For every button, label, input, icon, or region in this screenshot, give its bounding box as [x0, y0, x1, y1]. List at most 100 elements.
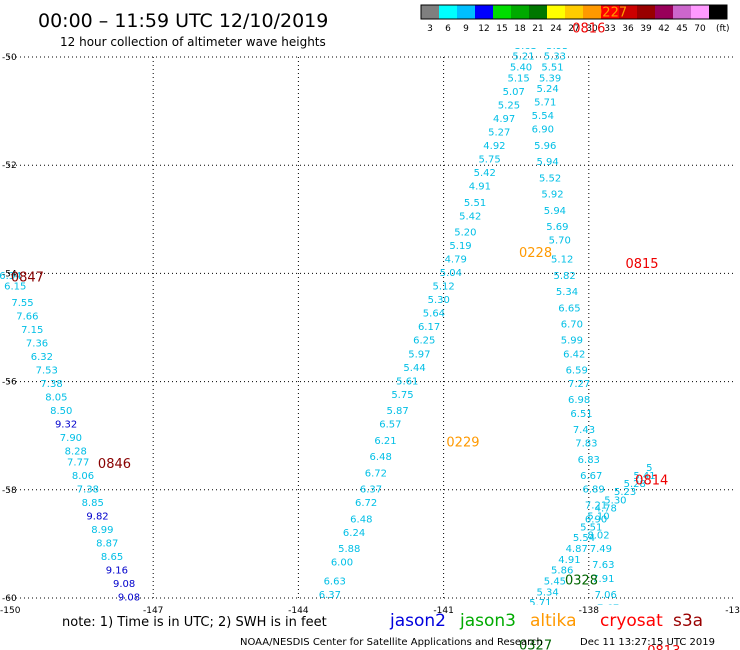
- legend-swatch: [619, 5, 637, 19]
- legend-unit: (ft): [716, 24, 730, 34]
- wave-height-value: 6.90: [585, 514, 607, 525]
- wave-height-value: 6.57: [379, 420, 401, 431]
- wave-height-value: 8.65: [101, 552, 123, 563]
- wave-height-value: 6.37: [360, 485, 382, 496]
- wave-height-value: 5.45: [544, 576, 566, 587]
- wave-height-value: 7.43: [573, 425, 595, 436]
- longitude-label: -13: [725, 606, 740, 616]
- legend-bin-label: 36: [622, 24, 634, 34]
- legend-swatch: [493, 5, 511, 19]
- footer-note: note: 1) Time is in UTC; 2) SWH is in fe…: [62, 615, 327, 630]
- wave-height-value: 7.55: [11, 298, 33, 309]
- wave-height-value: 9.32: [55, 420, 77, 431]
- wave-height-value: 7.06: [595, 590, 617, 601]
- legend-swatch: [565, 5, 583, 19]
- legend-bin-label: 12: [478, 24, 489, 34]
- wave-height-value: 5.94: [544, 206, 566, 217]
- wave-height-value: 5.94: [537, 157, 559, 168]
- legend-swatch: [673, 5, 691, 19]
- pass-time-label: 0327: [519, 638, 552, 650]
- color-scale-legend: 3 6 9 12 15 18 21 24 27 30 33 36 39 42 45 70: [420, 4, 728, 34]
- wave-height-value: 6.25: [413, 336, 435, 347]
- wave-height-value: 5.04: [440, 268, 462, 279]
- legend-swatch: [583, 5, 601, 19]
- wave-height-value: 7.67: [597, 604, 619, 615]
- wave-height-value: 6.34: [0, 271, 22, 282]
- wave-height-value: 5.25: [498, 100, 520, 111]
- wave-height-value: 4.92: [483, 141, 505, 152]
- wave-height-value: 5.75: [478, 154, 500, 165]
- wave-height-value: 6.65: [558, 303, 580, 314]
- wave-height-value: 6.51: [570, 409, 592, 420]
- legend-swatch: [457, 5, 475, 19]
- wave-height-value: 5.69: [546, 222, 568, 233]
- latitude-label: -60: [2, 594, 17, 604]
- legend-bin-label: 30: [586, 24, 598, 34]
- pass-time-label: 0328: [565, 573, 598, 588]
- wave-height-value: 5.51: [464, 198, 486, 209]
- wave-height-value: 5.52: [539, 173, 561, 184]
- wave-height-value: 6.48: [350, 514, 372, 525]
- wave-height-value: 5.33: [544, 52, 566, 63]
- wave-height-value: 5.64: [423, 309, 445, 320]
- wave-height-value: 6.00: [331, 558, 353, 569]
- legend-cryosat: cryosat: [600, 611, 663, 631]
- wave-height-value: 8.02: [587, 530, 609, 541]
- wave-height-value: 6.89: [583, 485, 605, 496]
- wave-height-value: 8.50: [50, 406, 72, 417]
- legend-altika: altika: [530, 611, 577, 631]
- wave-height-value: 7.38: [40, 379, 62, 390]
- latitude-label: -56: [2, 378, 17, 388]
- legend-s3a: s3a: [673, 611, 703, 631]
- wave-height-value: 4.91: [469, 182, 491, 193]
- wave-height-value: 9.08: [118, 593, 140, 604]
- wave-height-value: 7.15: [21, 325, 43, 336]
- wave-height-value: 5.15: [507, 73, 529, 84]
- pass-time-label: 0816: [572, 22, 605, 37]
- legend-swatch: [709, 5, 727, 19]
- wave-height-value: 5.24: [537, 84, 559, 95]
- pass-time-labels: 0847 0846 0228 0229 0227 0816 0815 0814 0813 0328…: [11, 5, 681, 650]
- map-title: 00:00 – 11:59 UTC 12/10/2019: [38, 10, 328, 32]
- wave-height-value: 6.17: [418, 322, 440, 333]
- wave-height-value: 6.70: [561, 320, 583, 331]
- wave-height-value: 5.51: [580, 522, 602, 533]
- track-0229-0228: 6.37 6.63 6.00 5.88 6.24 6.48 6.72 6.37 6.72 6.48…: [319, 41, 537, 601]
- longitude-label: -150: [0, 606, 21, 616]
- footer-credit: NOAA/NESDIS Center for Satellite Applica…: [240, 637, 543, 648]
- pass-time-label: 0813: [647, 644, 680, 650]
- legend-bin-label: 24: [550, 24, 562, 34]
- wave-height-value: 7.90: [60, 433, 82, 444]
- latitude-label: -54: [2, 269, 17, 279]
- satellite-tracks: 6.346.15 7.55 7.66 7.15 7.36 6.32 7.53 7.38 8.05…: [0, 41, 656, 615]
- wave-height-value: 4.91: [558, 555, 580, 566]
- wave-height-value: 7.36: [26, 338, 48, 349]
- longitude-label: -138: [579, 606, 600, 616]
- wave-height-value: 5.12: [432, 282, 454, 293]
- wave-height-value: 5.44: [403, 363, 425, 374]
- wave-height-value: 5.71: [534, 98, 556, 109]
- wave-height-value: 5: [646, 463, 652, 474]
- wave-height-value: 9.82: [86, 512, 108, 523]
- wave-height-value: 5.54: [532, 111, 554, 122]
- legend-bin-label: 3: [427, 24, 433, 34]
- wave-height-value: 8.99: [91, 525, 113, 536]
- wave-height-value: 7.38: [77, 485, 99, 496]
- wave-height-value: 5.51: [541, 63, 563, 74]
- wave-height-value: 7.63: [592, 560, 614, 571]
- wave-height-value: 7.21: [585, 501, 607, 512]
- wave-height-value: 4.97: [493, 114, 515, 125]
- wave-height-value: 5.63: [515, 41, 537, 52]
- wave-height-value: 5.27: [488, 127, 510, 138]
- pass-time-label: 0814: [635, 473, 668, 488]
- wave-height-value: 8.28: [65, 447, 87, 458]
- wave-height-value: 5.97: [408, 349, 430, 360]
- wave-height-value: 5.28: [624, 479, 646, 490]
- wave-height-value: 5.54: [573, 533, 595, 544]
- wave-height-value: 5.39: [539, 73, 561, 84]
- legend-swatch: [421, 5, 439, 19]
- wave-height-value: 6.67: [580, 471, 602, 482]
- track-0327-0328: 5.65.795.715.345.455.864.914.875.545.515…: [529, 463, 655, 605]
- wave-height-value: 7.66: [16, 311, 38, 322]
